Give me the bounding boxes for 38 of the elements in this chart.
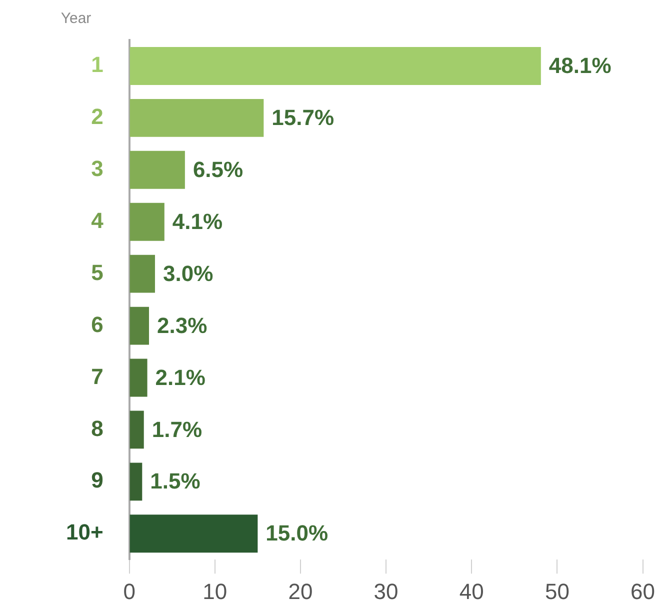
bar (130, 254, 155, 293)
y-tick-label: 5 (91, 260, 104, 285)
bar (130, 514, 258, 553)
x-tick-label: 40 (459, 578, 484, 604)
bar (130, 47, 541, 85)
y-tick-label: 2 (91, 104, 104, 130)
data-label: 6.5% (192, 156, 244, 182)
x-tick-label: 10 (202, 578, 228, 604)
data-label: 15.0% (266, 520, 328, 546)
bar (130, 98, 264, 137)
data-label: 1.5% (150, 468, 200, 494)
y-axis-title: Year (60, 10, 92, 28)
bar (130, 202, 164, 241)
data-label: 3.0% (162, 260, 214, 286)
data-label: 48.1% (548, 53, 612, 78)
y-tick-label: 3 (91, 156, 104, 181)
x-tick-label: 50 (544, 578, 570, 604)
y-tick-label: 9 (91, 468, 104, 493)
data-label: 4.1% (172, 208, 223, 234)
bar (130, 410, 144, 449)
bar (130, 462, 142, 501)
x-tick-label: 60 (630, 578, 656, 604)
y-tick-label: 10+ (66, 520, 104, 545)
y-tick-label: 1 (91, 52, 104, 78)
y-tick-label: 8 (91, 416, 104, 441)
x-tick-label: 0 (123, 578, 136, 604)
data-label: 15.7% (272, 105, 334, 130)
bar (130, 150, 185, 189)
data-label: 1.7% (152, 416, 202, 442)
x-tick-label: 20 (288, 578, 313, 604)
data-label: 2.1% (155, 364, 206, 390)
y-tick-label: 6 (91, 312, 104, 337)
x-tick-label: 30 (374, 578, 398, 604)
bar (130, 358, 148, 397)
data-label: 2.3% (157, 312, 208, 338)
y-tick-label: 7 (91, 364, 104, 389)
y-tick-label: 4 (91, 208, 104, 233)
bar (130, 306, 149, 345)
